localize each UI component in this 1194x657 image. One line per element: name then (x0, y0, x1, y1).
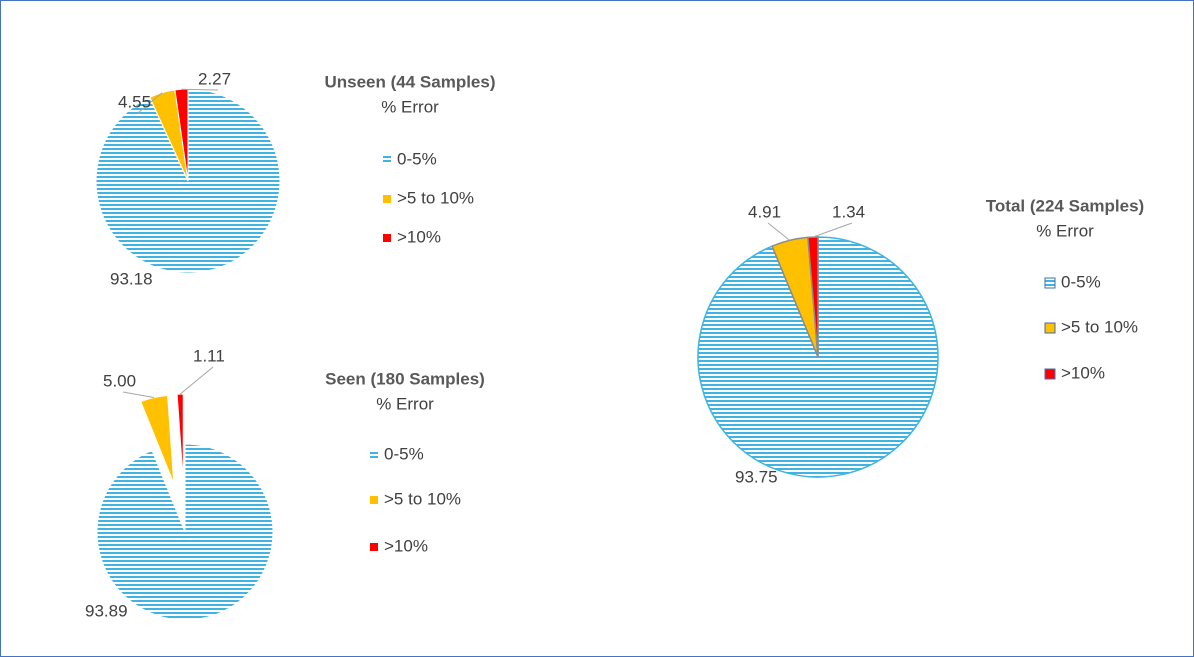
leader-line (767, 222, 790, 241)
data-label: 2.27 (198, 69, 231, 88)
legend-marker (370, 451, 378, 459)
data-label: 1.11 (193, 346, 225, 365)
legend-label: >5 to 10% (384, 489, 461, 508)
chart-subtitle: % Error (1036, 221, 1094, 240)
legend-marker (383, 156, 391, 164)
legend-label: >10% (397, 227, 441, 246)
legend-label: >10% (384, 536, 428, 555)
leader-line (812, 222, 853, 238)
chart-subtitle: % Error (376, 394, 434, 413)
data-label: 5.00 (103, 371, 136, 390)
legend-label: >5 to 10% (397, 188, 474, 207)
legend-marker (383, 234, 391, 242)
legend-marker (370, 543, 378, 551)
legend-marker (1044, 368, 1056, 380)
legend-label: 0-5% (384, 444, 424, 463)
legend-marker (1044, 322, 1056, 334)
legend-marker (1044, 277, 1056, 289)
data-label: 93.75 (735, 467, 778, 486)
leader-line (137, 92, 163, 114)
data-label: 1.34 (832, 202, 865, 221)
pie-slice (96, 443, 274, 621)
legend-label: 0-5% (1061, 272, 1101, 291)
data-label: 93.89 (85, 601, 128, 620)
legend-marker (370, 496, 378, 504)
chart-title: Seen (180 Samples) (325, 369, 485, 388)
legend-label: 0-5% (397, 149, 437, 168)
data-label: 4.91 (748, 202, 781, 221)
data-label: 93.18 (110, 269, 153, 288)
chart-subtitle: % Error (381, 97, 439, 116)
leader-line (179, 366, 214, 395)
legend-label: >5 to 10% (1061, 317, 1138, 336)
legend-label: >10% (1061, 363, 1105, 382)
leader-line (122, 391, 155, 399)
legend-marker (383, 195, 391, 203)
chart-title: Total (224 Samples) (986, 196, 1144, 215)
chart-title: Unseen (44 Samples) (324, 72, 495, 91)
data-label: 4.55 (118, 92, 151, 111)
leader-line (181, 88, 219, 91)
